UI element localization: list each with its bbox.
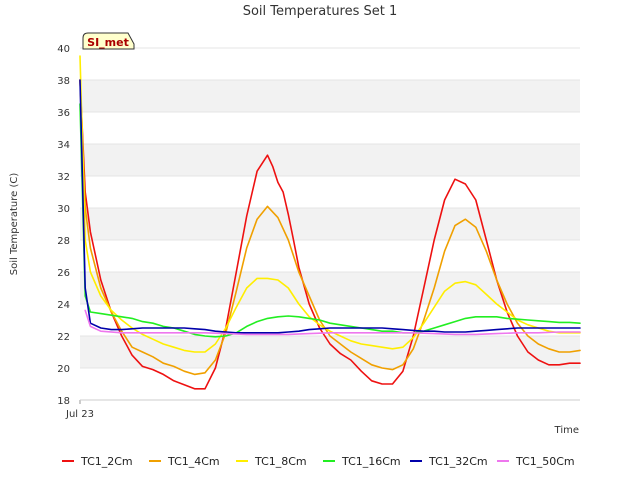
y-axis-label: Soil Temperature (C) [9,173,20,276]
grid-band [80,176,580,208]
legend-item-tc1-16cm: TC1_16Cm [323,455,401,468]
y-tick-label: 30 [57,204,70,215]
y-tick-label: 22 [57,332,70,343]
y-tick-label: 32 [57,172,70,183]
site-badge-shape [82,32,135,50]
series-line-tc1-16cm [79,103,581,338]
y-tick-label: 26 [57,268,70,279]
x-axis-label: Time [554,425,579,436]
legend-item-tc1-8cm: TC1_8Cm [236,455,307,468]
grid-band [80,368,580,400]
grid-band [80,48,580,80]
site-badge: SI_met [82,32,135,50]
legend: TC1_2Cm TC1_4Cm TC1_8Cm TC1_16Cm TC1_32Cm TC1… [62,455,575,468]
legend-item-tc1-32cm: TC1_32Cm [410,455,488,468]
legend-item-tc1-2cm: TC1_2Cm [62,455,133,468]
series-lines [79,55,581,390]
grid-band [80,144,580,176]
legend-item-tc1-50cm: TC1_50Cm [497,455,575,468]
site-badge-label: SI_met [87,36,129,49]
legend-label: TC1_2Cm [80,455,133,468]
series-line-tc1-32cm [79,79,581,334]
grid-band [80,240,580,272]
y-tick-label: 18 [57,396,70,407]
legend-label: TC1_50Cm [515,455,575,468]
y-axis-ticks: 18 20 22 24 26 28 30 32 34 36 38 40 [57,44,70,407]
series-line-tc1-2cm [79,79,581,390]
grid-band [80,80,580,112]
grid-band [80,112,580,144]
chart-title: Soil Temperatures Set 1 [243,4,398,19]
legend-item-tc1-4cm: TC1_4Cm [149,455,220,468]
plot-background-bands [80,47,580,401]
x-axis-ticks: Jul 23 [65,400,94,420]
y-tick-label: 28 [57,236,70,247]
legend-label: TC1_8Cm [254,455,307,468]
y-tick-label: 40 [57,44,70,55]
grid-band [80,208,580,240]
legend-label: TC1_32Cm [428,455,488,468]
y-tick-label: 24 [57,300,70,311]
y-tick-label: 20 [57,364,70,375]
series-line-tc1-50cm [84,309,581,336]
y-tick-label: 34 [57,140,70,151]
legend-label: TC1_4Cm [167,455,220,468]
x-tick-label: Jul 23 [65,409,94,420]
legend-label: TC1_16Cm [341,455,401,468]
y-tick-label: 36 [57,108,70,119]
y-tick-label: 38 [57,76,70,87]
